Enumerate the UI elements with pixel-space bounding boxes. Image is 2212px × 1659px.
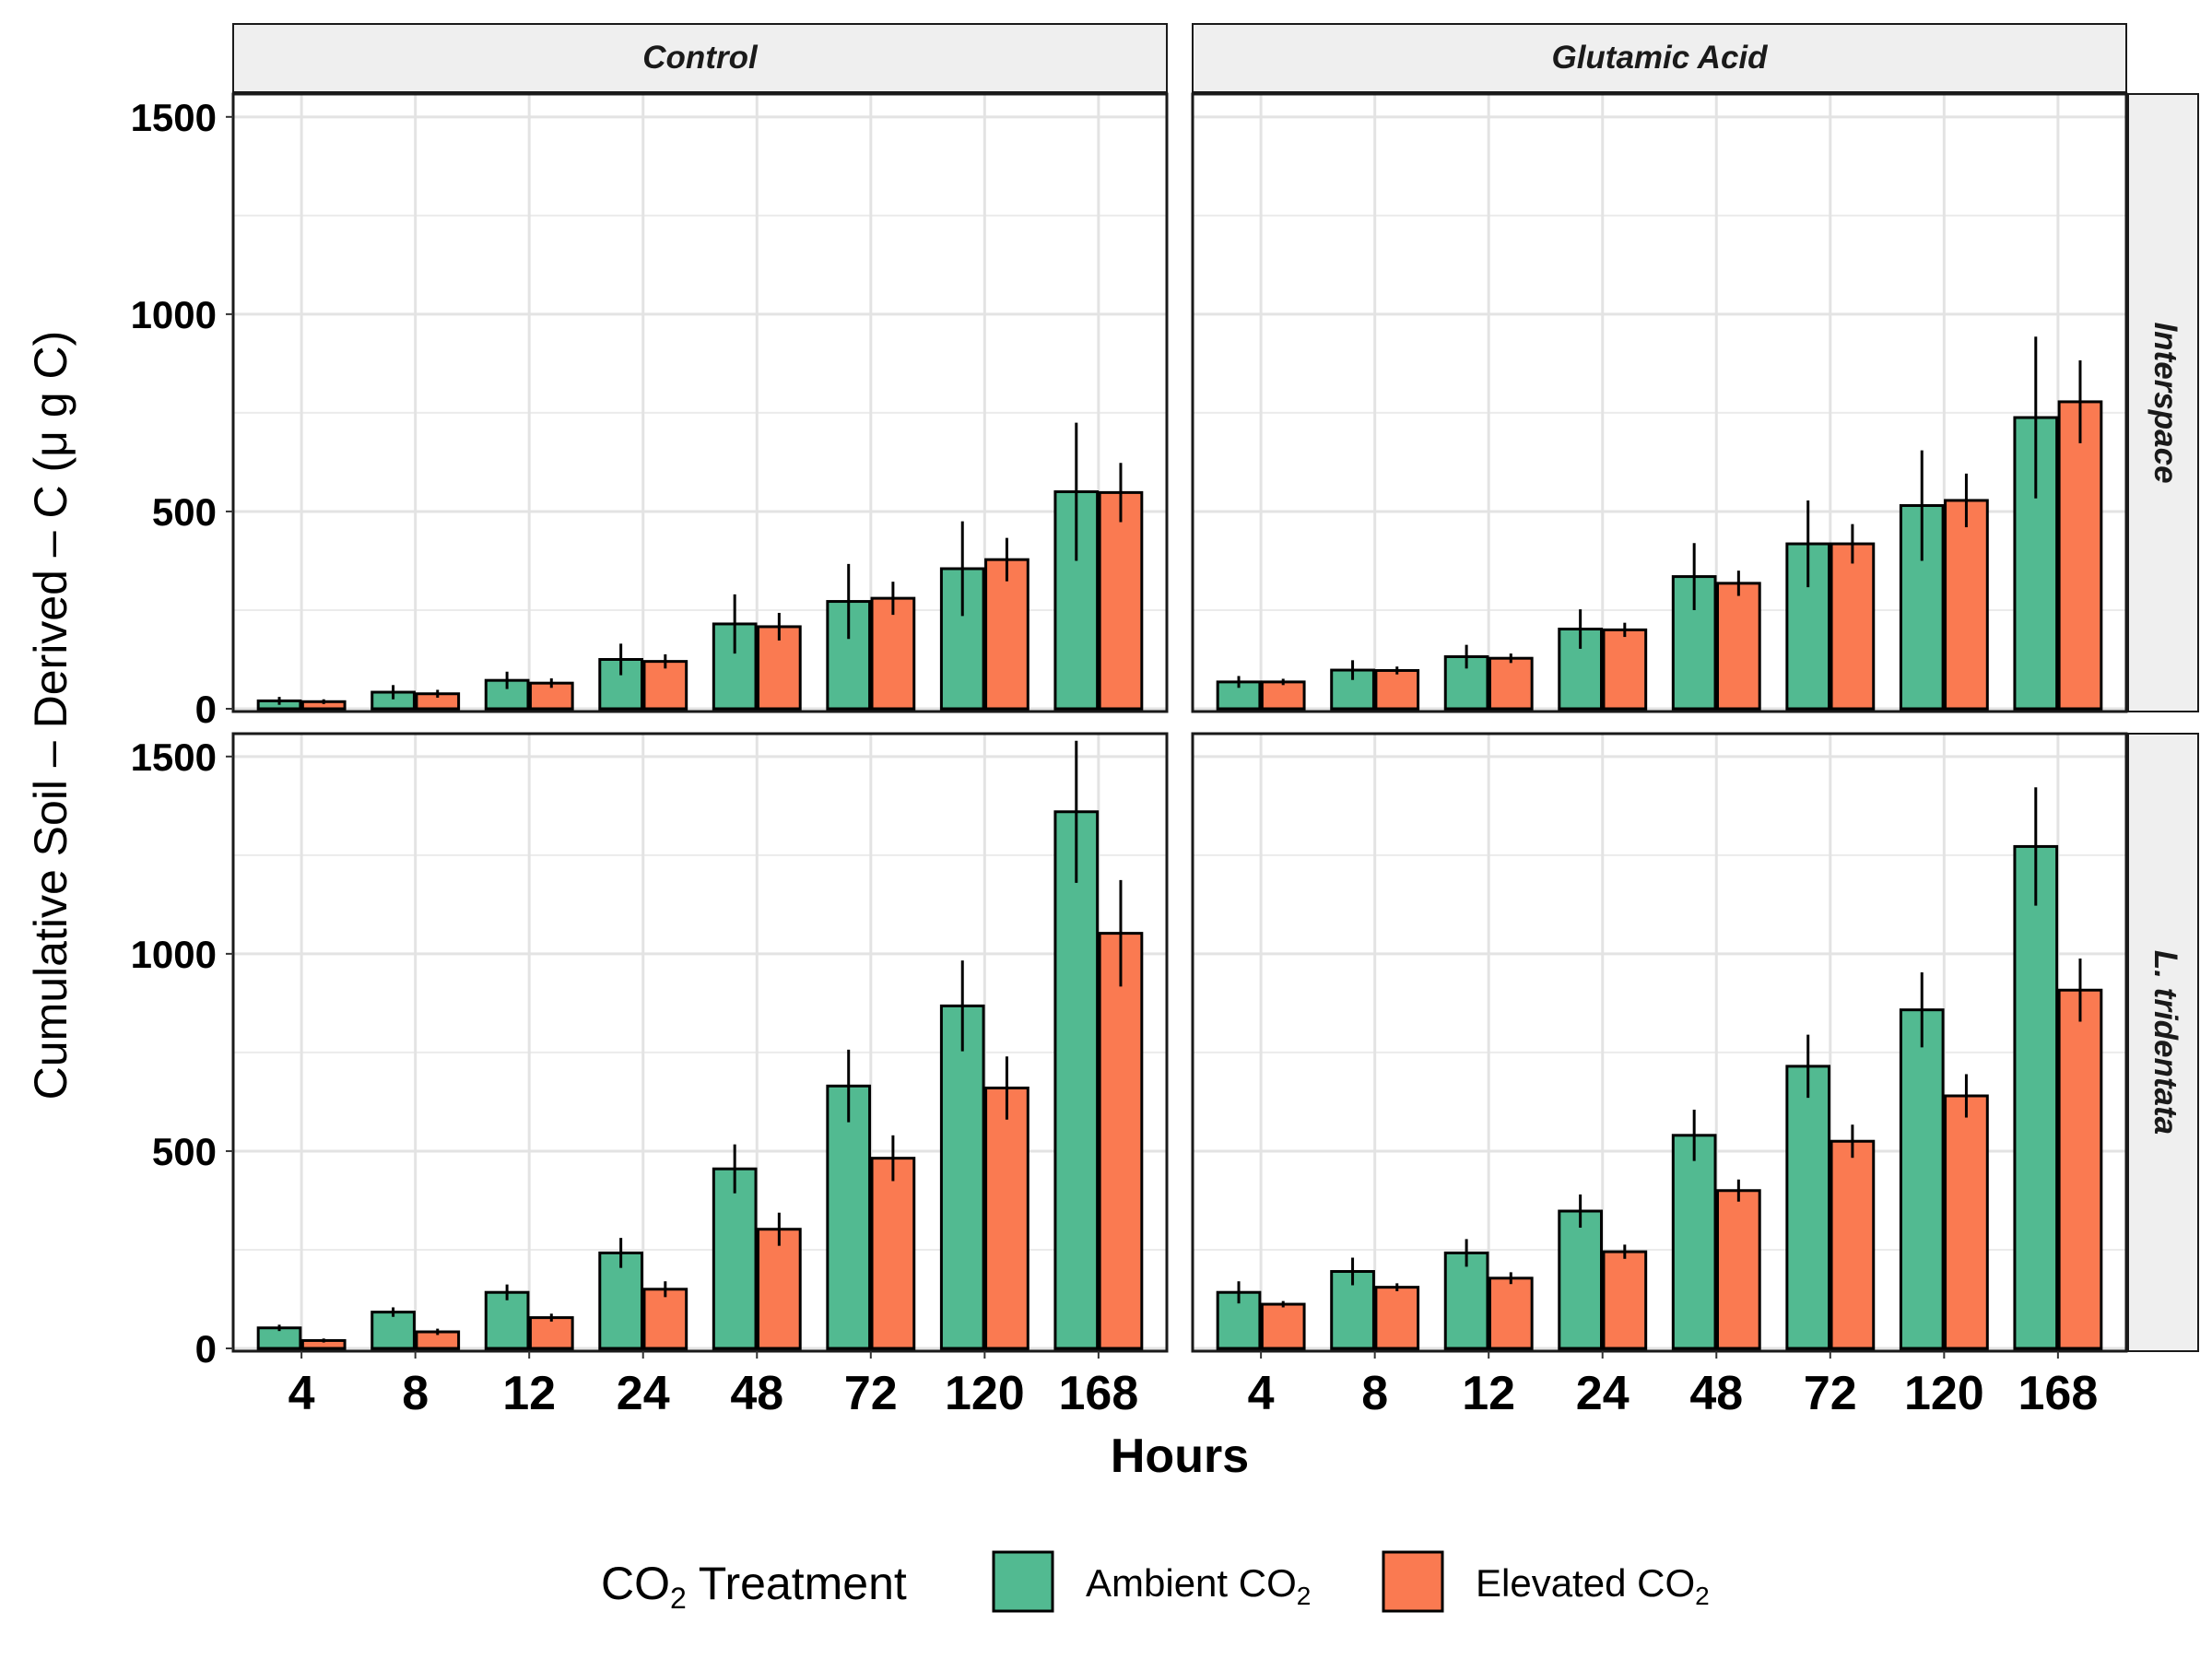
x-tick-label: 48 (1689, 1367, 1743, 1420)
bar (1716, 582, 1761, 711)
bar (1558, 1209, 1603, 1350)
x-tick-label: 72 (844, 1367, 898, 1420)
x-axis-title: Hours (1111, 1430, 1249, 1483)
facet-strip-column (232, 23, 1168, 93)
facet-strip-column (1192, 23, 2127, 93)
bar (2057, 988, 2103, 1350)
facet-strip-row (2127, 733, 2199, 1352)
panel-border (1191, 732, 2128, 1353)
bar (939, 1004, 985, 1350)
bar (1602, 628, 1648, 711)
bar (826, 1084, 872, 1350)
x-tick-label: 24 (617, 1367, 670, 1420)
bar (1899, 1008, 1945, 1350)
bar (757, 1228, 802, 1350)
facet-label-row: L. tridentata (2147, 950, 2183, 1135)
x-tick-label: 12 (502, 1367, 556, 1420)
bar (1488, 656, 1534, 711)
bar (1716, 1189, 1761, 1350)
bar (598, 1251, 643, 1350)
facet-label-column: Glutamic Acid (1551, 40, 1768, 76)
panel (231, 92, 1169, 713)
y-tick-label: 1000 (131, 293, 217, 336)
legend-key (992, 1550, 1054, 1613)
bar (712, 1167, 758, 1350)
x-tick-label: 168 (2018, 1367, 2098, 1420)
bar (2057, 400, 2103, 711)
legend-title: CO2 Treatment (601, 1558, 907, 1615)
bar (757, 625, 802, 711)
facet-label-column: Control (642, 40, 759, 76)
legend-item-label: Ambient CO2 (1086, 1561, 1311, 1610)
panel-border (231, 732, 1169, 1353)
panel (1191, 732, 2128, 1353)
bar (642, 1288, 688, 1350)
x-tick-label: 8 (402, 1367, 429, 1420)
x-tick-label: 8 (1361, 1367, 1388, 1420)
panel-border (231, 92, 1169, 713)
x-tick-label: 4 (288, 1367, 315, 1420)
bar (1944, 499, 1989, 711)
x-tick-label: 48 (730, 1367, 783, 1420)
bar (1443, 1251, 1489, 1350)
bar (870, 1157, 916, 1350)
y-tick-label: 1000 (131, 933, 217, 976)
bar (1488, 1277, 1534, 1350)
bar (528, 1316, 574, 1350)
bar (484, 1290, 530, 1350)
bar (1374, 1286, 1420, 1350)
x-tick-label: 120 (1904, 1367, 1984, 1420)
legend-key (1382, 1550, 1444, 1613)
x-tick-label: 72 (1804, 1367, 1857, 1420)
bar (1098, 490, 1144, 711)
legend-item-label: Elevated CO2 (1476, 1561, 1710, 1610)
bar (1944, 1094, 1989, 1350)
panel (231, 732, 1169, 1353)
bar (1260, 680, 1306, 711)
bar (1602, 1250, 1648, 1350)
facet-strip-row (2127, 93, 2199, 712)
x-tick-label: 12 (1462, 1367, 1515, 1420)
y-tick-label: 0 (195, 688, 217, 731)
bar (984, 1086, 1030, 1350)
y-tick-label: 1500 (131, 96, 217, 139)
x-tick-label: 4 (1248, 1367, 1275, 1420)
bar (1830, 542, 1876, 711)
bar (984, 558, 1030, 711)
x-tick-label: 24 (1576, 1367, 1630, 1420)
y-tick-label: 0 (195, 1327, 217, 1371)
bar (1098, 932, 1144, 1350)
panel (1191, 92, 2128, 713)
x-tick-label: 120 (945, 1367, 1025, 1420)
y-tick-label: 500 (152, 1130, 217, 1173)
panel-border (1191, 92, 2128, 713)
bar (1260, 1302, 1306, 1350)
y-tick-label: 1500 (131, 735, 217, 779)
bar (1374, 668, 1420, 711)
facet-label-row: Interspace (2147, 322, 2183, 483)
x-tick-label: 168 (1058, 1367, 1138, 1420)
bar (1671, 1134, 1717, 1350)
bar (1053, 810, 1100, 1350)
bar (1830, 1139, 1876, 1350)
bar (2013, 844, 2059, 1350)
bar (371, 1311, 416, 1350)
bar (1785, 1065, 1831, 1350)
y-axis-title: Cumulative Soil – Derived – C (μ g C) (25, 331, 76, 1100)
y-tick-label: 500 (152, 490, 217, 534)
